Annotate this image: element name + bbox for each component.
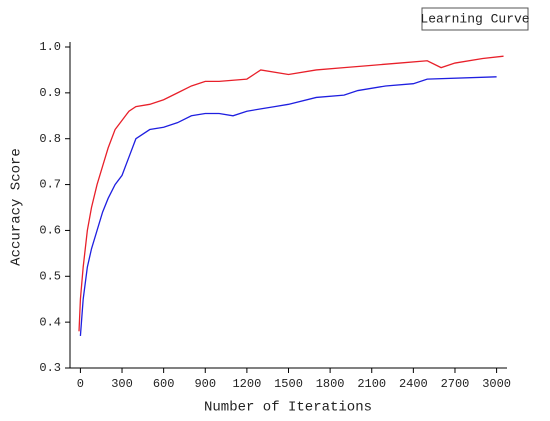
x-tick-label: 2700 xyxy=(441,377,470,391)
x-tick-label: 2400 xyxy=(399,377,428,391)
line-series xyxy=(78,55,504,332)
y-tick-label: 1.0 xyxy=(39,40,61,54)
x-tick-label: 300 xyxy=(111,377,133,391)
y-tick-label: 0.3 xyxy=(39,361,61,375)
y-tick-label: 0.6 xyxy=(39,224,61,238)
x-tick-label: 1800 xyxy=(316,377,345,391)
title-box xyxy=(421,7,529,31)
x-tick-label: 1500 xyxy=(274,377,303,391)
x-tick-label: 2100 xyxy=(357,377,386,391)
x-tick-label: 1200 xyxy=(232,377,261,391)
y-tick-label: 0.4 xyxy=(39,315,61,329)
y-axis-label: Accuracy Score xyxy=(9,148,25,266)
x-tick-label: 900 xyxy=(194,377,216,391)
x-tick-label: 600 xyxy=(153,377,175,391)
chart-title: Learning Curve xyxy=(420,11,529,26)
y-tick-label: 0.7 xyxy=(39,178,61,192)
y-tick-label: 0.8 xyxy=(39,132,61,146)
x-axis-label: Number of Iterations xyxy=(204,400,372,416)
y-tick-label: 0.9 xyxy=(39,86,61,100)
x-tick-label: 0 xyxy=(77,377,84,391)
x-tick-label: 3000 xyxy=(482,377,511,391)
line-series xyxy=(79,76,497,336)
y-tick-label: 0.5 xyxy=(39,269,61,283)
